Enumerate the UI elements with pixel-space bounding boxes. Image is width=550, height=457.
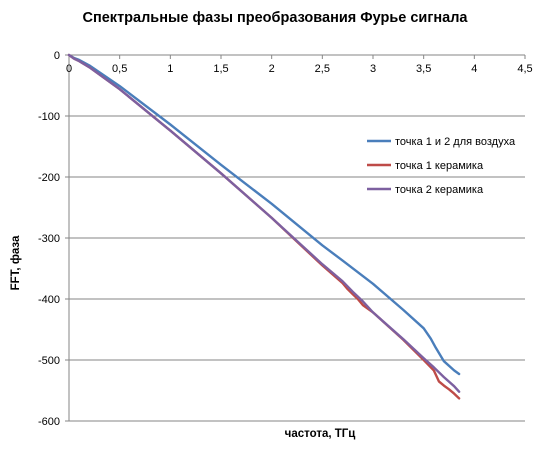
y-tick-label-6: -600 <box>38 416 60 428</box>
series-line-0 <box>67 53 461 376</box>
y-tick-label-5: -500 <box>38 355 60 367</box>
x-tick-label-9: 4,5 <box>517 63 532 75</box>
x-tick-label-5: 2,5 <box>315 63 330 75</box>
x-tick-label-3: 1,5 <box>213 63 228 75</box>
x-tick-label-8: 4 <box>471 63 477 75</box>
x-tick-label-1: 0,5 <box>112 63 127 75</box>
legend-label-2: точка 2 керамика <box>395 184 484 196</box>
y-tick-label-0: 0 <box>54 50 60 62</box>
x-tick-label-6: 3 <box>370 63 376 75</box>
legend-label-0: точка 1 и 2 для воздуха <box>395 136 516 148</box>
series-line-2 <box>67 53 461 393</box>
x-axis-label: частота, ТГц <box>284 428 356 440</box>
y-tick-label-3: -300 <box>38 233 60 245</box>
legend-label-1: точка 1 керамика <box>395 160 484 172</box>
x-tick-label-4: 2 <box>269 63 275 75</box>
x-tick-label-0: 0 <box>66 63 72 75</box>
chart-title: Спектральные фазы преобразования Фурье с… <box>82 10 468 26</box>
x-tick-label-2: 1 <box>167 63 173 75</box>
series-line-1 <box>67 53 461 400</box>
y-tick-label-1: -100 <box>38 111 60 123</box>
y-tick-label-4: -400 <box>38 294 60 306</box>
y-tick-label-2: -200 <box>38 172 60 184</box>
x-tick-label-7: 3,5 <box>416 63 431 75</box>
